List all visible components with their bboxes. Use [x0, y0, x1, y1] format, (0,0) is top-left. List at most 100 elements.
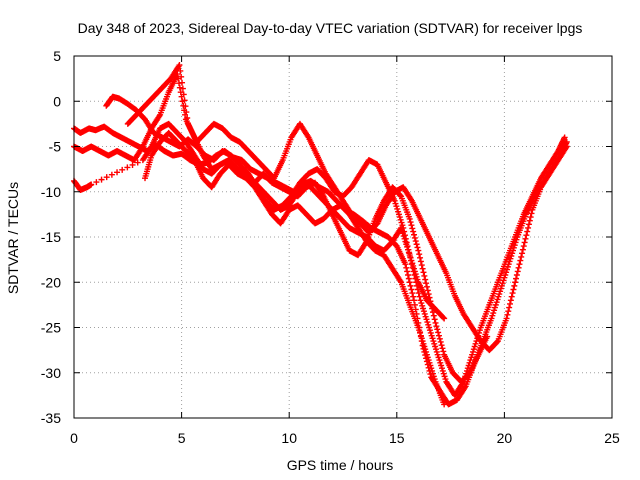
data-point	[563, 143, 570, 150]
data-point	[476, 327, 483, 334]
data-point	[175, 75, 182, 82]
data-point	[430, 338, 437, 345]
data-point	[405, 275, 412, 282]
y-tick-label: -35	[41, 410, 61, 426]
data-point	[407, 219, 414, 226]
data-point	[114, 169, 121, 176]
data-point	[429, 367, 436, 374]
data-point	[88, 181, 95, 188]
data-point	[413, 241, 420, 248]
data-point	[119, 166, 126, 173]
data-point	[440, 370, 447, 377]
data-point	[423, 280, 430, 287]
data-point	[484, 333, 491, 340]
data-point	[428, 365, 435, 372]
data-point	[438, 365, 445, 372]
data-point	[428, 301, 435, 308]
data-point	[424, 287, 431, 294]
data-point	[435, 329, 442, 336]
data-point	[431, 376, 438, 383]
data-point	[470, 346, 477, 353]
data-point	[491, 307, 498, 314]
grid-lines	[74, 56, 612, 418]
data-point	[431, 316, 438, 323]
data-point	[408, 222, 415, 229]
data-point	[433, 348, 440, 355]
data-point	[426, 327, 433, 334]
data-point	[411, 234, 418, 241]
data-point	[467, 357, 474, 364]
data-point	[411, 231, 418, 238]
data-point	[516, 261, 523, 268]
data-point	[411, 297, 418, 304]
data-point	[561, 134, 568, 141]
data-point	[421, 272, 428, 279]
data-point	[430, 312, 437, 319]
data-point	[98, 176, 105, 183]
data-point	[406, 252, 413, 259]
data-point	[422, 346, 429, 353]
data-point	[424, 319, 431, 326]
data-point	[503, 269, 510, 276]
data-point	[525, 224, 532, 231]
data-point	[394, 205, 401, 212]
data-point	[429, 309, 436, 316]
data-point	[407, 282, 414, 289]
y-tick-labels: 5 0 -5 -10 -15 -20 -25 -30 -35	[41, 48, 61, 426]
data-point	[409, 260, 416, 267]
data-point	[412, 238, 419, 245]
y-axis-title: SDTVAR / TECUs	[5, 182, 21, 294]
x-tick-label: 10	[281, 430, 297, 446]
data-point	[440, 314, 447, 321]
y-tick-label: 0	[53, 93, 61, 109]
data-point	[426, 294, 433, 301]
axis-ticks	[73, 55, 613, 419]
data-point	[406, 279, 413, 286]
data-point	[176, 84, 183, 91]
data-point	[391, 197, 398, 204]
data-point	[427, 329, 434, 336]
data-point	[528, 210, 535, 217]
data-point	[424, 354, 431, 361]
data-point	[421, 310, 428, 317]
data-point	[494, 296, 501, 303]
data-point	[494, 338, 501, 345]
x-tick-labels: 0 5 10 15 20 25	[70, 430, 620, 446]
data-point	[419, 265, 426, 272]
data-point	[422, 313, 429, 320]
data-point	[418, 300, 425, 307]
data-point	[508, 293, 515, 300]
data-point	[442, 376, 449, 383]
data-point	[420, 340, 427, 347]
data-point	[488, 315, 495, 322]
y-tick-label: 5	[53, 48, 61, 64]
data-point	[405, 249, 412, 256]
data-point	[496, 291, 503, 298]
data-point	[411, 268, 418, 275]
data-point	[520, 243, 527, 250]
data-point	[436, 357, 443, 364]
data-point	[400, 233, 407, 240]
data-point	[497, 285, 504, 292]
data-point	[514, 268, 521, 275]
data-point	[438, 342, 445, 349]
data-point	[423, 348, 430, 355]
y-tick-label: -20	[41, 274, 61, 290]
data-point	[504, 311, 511, 318]
data-point	[409, 290, 416, 297]
data-point	[404, 268, 411, 275]
y-tick-label: -25	[41, 320, 61, 336]
data-point	[103, 174, 110, 181]
data-point	[420, 305, 427, 312]
data-point	[134, 159, 141, 166]
data-point	[418, 335, 425, 342]
data-point	[432, 346, 439, 353]
data-point	[505, 308, 512, 315]
data-point	[525, 221, 532, 228]
x-tick-label: 20	[497, 430, 513, 446]
data-point	[422, 276, 429, 283]
data-point	[437, 338, 444, 345]
data-point	[519, 246, 526, 253]
data-point	[439, 345, 446, 352]
